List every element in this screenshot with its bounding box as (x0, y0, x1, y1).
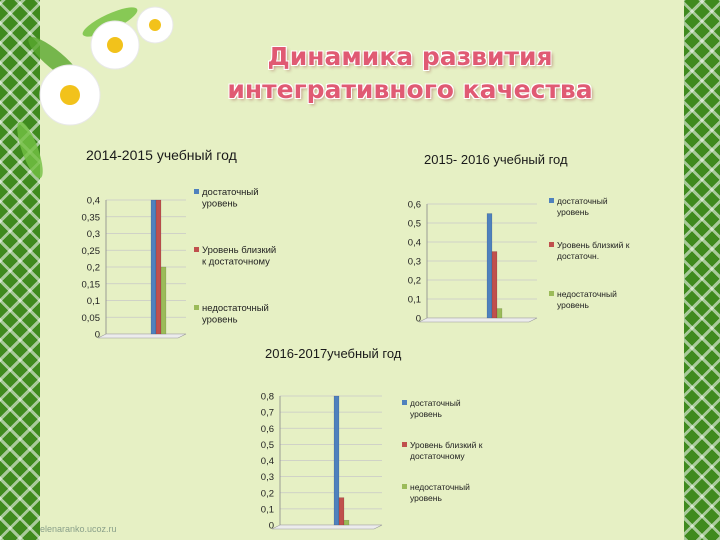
page-title: Динамика развития интегративного качеств… (227, 42, 593, 104)
y-tick-label: 0,15 (82, 279, 101, 290)
legend-entry: недостаточный уровень (557, 289, 617, 310)
y-tick-label: 0,05 (82, 313, 101, 324)
bar-2 (338, 497, 345, 526)
legend-entry: достаточный уровень (557, 196, 608, 217)
y-tick-label: 0,4 (408, 238, 421, 249)
legend-swatch (549, 242, 554, 247)
y-tick-label: 0 (416, 314, 421, 325)
y-tick-label: 0,7 (261, 408, 274, 419)
chart-title: 2014-2015 учебный год (86, 147, 237, 163)
left-decorative-border (0, 0, 40, 540)
legend-entry: Уровень близкий к достаточному (202, 245, 276, 268)
y-tick-label: 0,1 (87, 296, 100, 307)
y-tick-label: 0,3 (261, 472, 274, 483)
chart-1: 2014-2015 учебный год 0 0,05 0,1 0,15 0,2 0,25… (82, 147, 277, 341)
legend-entry: недостаточный уровень (410, 482, 470, 503)
y-tick-label: 0,1 (408, 295, 421, 306)
flower-icon (17, 6, 174, 179)
legend-swatch (549, 291, 554, 296)
chart-floor (418, 317, 538, 323)
chart-title: 2016-2017учебный год (265, 346, 402, 361)
chart-floor (271, 524, 383, 530)
y-tick-label: 0,5 (408, 219, 421, 230)
y-tick-label: 0,1 (261, 504, 274, 515)
legend-swatch (402, 400, 407, 405)
bar-3 (496, 308, 503, 319)
bar-1 (486, 213, 493, 319)
y-tick-label: 0,2 (87, 263, 100, 274)
legend-swatch (402, 484, 407, 489)
legend-entry: недостаточный уровень (202, 303, 269, 326)
chart-floor (97, 333, 187, 339)
legend-swatch (549, 198, 554, 203)
y-tick-label: 0,6 (408, 200, 421, 211)
y-tick-label: 0,3 (87, 229, 100, 240)
legend-entry: Уровень близкий к достаточн. (557, 240, 630, 261)
y-tick-label: 0,4 (261, 456, 274, 467)
right-decorative-border (684, 0, 720, 540)
y-tick-label: 0,4 (87, 196, 100, 207)
chart-3: 2016-2017учебный год 0 0,1 0,2 0,3 0,4 0,5 0,6 0… (261, 346, 483, 532)
chart-2: 2015- 2016 учебный год 0 0,1 0,2 0,3 0,4 0,5 0,… (408, 152, 630, 325)
bar-1 (150, 199, 157, 335)
legend-entry: достаточный уровень (202, 187, 259, 210)
daisy-decoration (17, 6, 174, 179)
legend-swatch (194, 189, 199, 194)
bar-2 (491, 251, 498, 319)
legend-swatch (402, 442, 407, 447)
y-tick-label: 0 (95, 330, 100, 341)
y-tick-label: 0,5 (261, 440, 274, 451)
y-tick-label: 0,35 (82, 212, 101, 223)
y-tick-label: 0,6 (261, 424, 274, 435)
watermark: elenaranko.ucoz.ru (40, 524, 117, 534)
bar-3 (160, 266, 167, 335)
legend-entry: Уровень близкий к достаточному (410, 440, 483, 461)
y-tick-label: 0,2 (408, 276, 421, 287)
y-tick-label: 0,3 (408, 257, 421, 268)
y-tick-label: 0 (269, 521, 274, 532)
y-tick-label: 0,2 (261, 488, 274, 499)
y-tick-label: 0,25 (82, 246, 101, 257)
bar-2 (155, 199, 162, 335)
bar-3 (343, 519, 350, 526)
chart-title: 2015- 2016 учебный год (424, 152, 568, 167)
legend-entry: достаточный уровень (410, 398, 461, 419)
legend-swatch (194, 247, 199, 252)
legend-swatch (194, 305, 199, 310)
bar-1 (333, 395, 340, 526)
y-tick-label: 0,8 (261, 392, 274, 403)
